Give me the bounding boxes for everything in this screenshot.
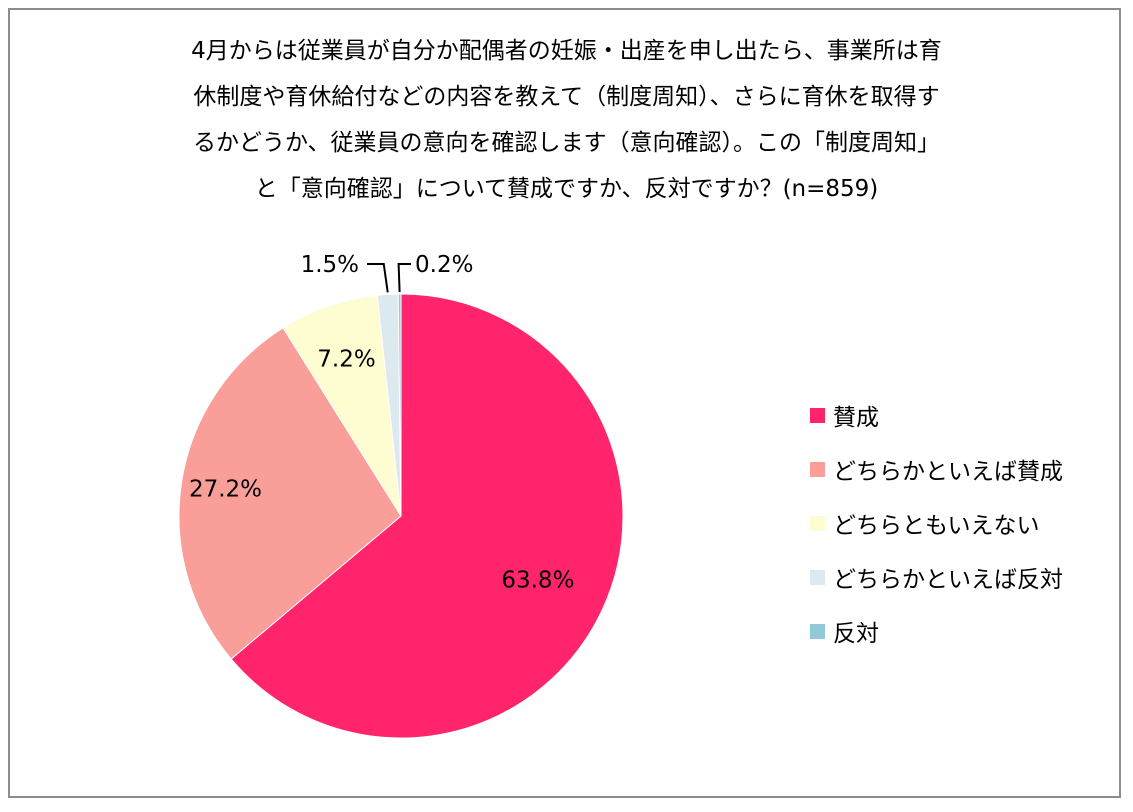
data-label: 1.5% [301, 252, 359, 278]
pie-slice [282, 294, 402, 517]
title-line-3: るかどうか、従業員の意向を確認します（意向確認）。この「制度周知」 [192, 130, 941, 156]
legend-swatch [810, 407, 825, 423]
title-line-2: 休制度や育休給付などの内容を教えて（制度周知）、さらに育休を取得す [193, 84, 940, 110]
legend-item-hantai: 反対 [810, 604, 1063, 658]
data-label: 0.2% [415, 252, 473, 278]
legend-label: 反対 [833, 621, 879, 647]
title-line-1: 4月からは従業員が自分か配偶者の妊娠・出産を申し出たら、事業所は育 [191, 38, 942, 64]
legend-item-dochiraka-sansei: どちらかといえば賛成 [810, 442, 1063, 496]
legend: 賛成 どちらかといえば賛成 どちらともいえない どちらかといえば反対 反対 [810, 388, 1063, 658]
legend-label: どちらかといえば賛成 [833, 459, 1063, 485]
leader-line [397, 263, 411, 293]
leader-line [367, 263, 389, 293]
legend-swatch [810, 461, 825, 477]
pie-slice [178, 327, 402, 660]
legend-item-dochiraka-hantai: どちらかといえば反対 [810, 550, 1063, 604]
legend-label: どちらかといえば反対 [833, 567, 1063, 593]
legend-swatch [810, 515, 825, 531]
data-label: 63.8% [501, 568, 574, 594]
data-label: 7.2% [317, 347, 375, 373]
legend-swatch [810, 623, 825, 639]
legend-label: どちらともいえない [833, 513, 1040, 539]
legend-item-dochiratomo: どちらともいえない [810, 496, 1063, 550]
pie-slice [397, 293, 402, 517]
chart-title: 4月からは従業員が自分か配偶者の妊娠・出産を申し出たら、事業所は育 休制度や育休… [10, 28, 1123, 212]
legend-label: 賛成 [833, 405, 879, 431]
title-line-4: と「意向確認」について賛成ですか、反対ですか？(n=859) [254, 176, 879, 202]
data-label: 27.2% [189, 477, 262, 503]
legend-swatch [810, 569, 825, 585]
legend-item-sansei: 賛成 [810, 388, 1063, 442]
pie-slice [230, 293, 624, 739]
